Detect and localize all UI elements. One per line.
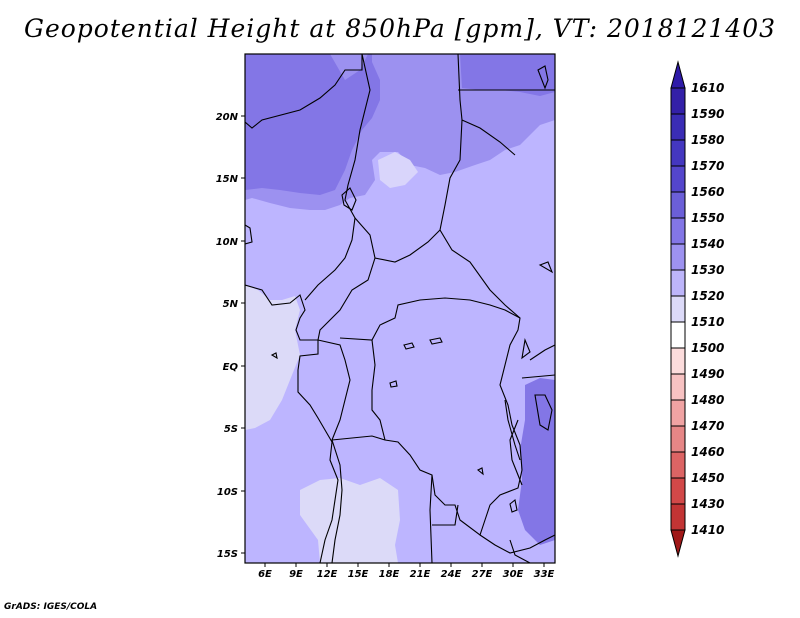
field-1520-sahel bbox=[378, 152, 418, 188]
field-1550-nw bbox=[245, 54, 380, 195]
colorbar-top-arrow bbox=[670, 60, 686, 89]
colorbar-label: 1570 bbox=[691, 159, 724, 173]
colorbar-label: 1540 bbox=[691, 237, 724, 251]
colorbar-label: 1560 bbox=[691, 185, 724, 199]
colorbar-label: 1470 bbox=[691, 419, 724, 433]
colorbar-swatch bbox=[670, 347, 686, 375]
lon-label: 15E bbox=[348, 569, 369, 580]
lat-label: 5N bbox=[223, 299, 239, 310]
colorbar-swatch bbox=[670, 295, 686, 323]
colorbar-swatch bbox=[670, 425, 686, 453]
colorbar-swatch bbox=[670, 217, 686, 245]
colorbar-swatch bbox=[670, 451, 686, 479]
lat-label: 10N bbox=[216, 237, 239, 248]
colorbar-label: 1490 bbox=[691, 367, 724, 381]
map-title: Geopotential Height at 850hPa [gpm], VT:… bbox=[23, 14, 777, 43]
grads-credit: GrADS: IGES/COLA bbox=[4, 602, 98, 612]
lat-label: 20N bbox=[216, 112, 239, 123]
colorbar-label: 1610 bbox=[691, 81, 724, 95]
lon-label: 27E bbox=[472, 569, 493, 580]
field-1550-east bbox=[518, 378, 555, 545]
lon-label: 33E bbox=[534, 569, 555, 580]
colorbar-swatch bbox=[670, 503, 686, 531]
colorbar-swatch bbox=[670, 139, 686, 167]
colorbar-label: 1460 bbox=[691, 445, 724, 459]
lon-label: 18E bbox=[379, 569, 400, 580]
colorbar-label: 1590 bbox=[691, 107, 724, 121]
colorbar-label: 1580 bbox=[691, 133, 724, 147]
colorbar-label: 1550 bbox=[691, 211, 724, 225]
lat-label: 15S bbox=[217, 549, 238, 560]
lat-label: 15N bbox=[216, 174, 239, 185]
boundaries bbox=[245, 54, 555, 563]
colorbar-swatch bbox=[670, 87, 686, 115]
field-1550-ne bbox=[460, 54, 555, 96]
colorbar-label: 1500 bbox=[691, 341, 724, 355]
lon-label: 6E bbox=[258, 569, 272, 580]
lat-label: EQ bbox=[223, 362, 239, 373]
colorbar-label: 1450 bbox=[691, 471, 724, 485]
lat-label: 10S bbox=[217, 487, 238, 498]
colorbar-swatch bbox=[670, 191, 686, 219]
colorbar-swatch bbox=[670, 373, 686, 401]
colorbar-swatch bbox=[670, 321, 686, 349]
field-1520-west bbox=[245, 285, 300, 430]
colorbar-swatch bbox=[670, 477, 686, 505]
colorbar-label: 1520 bbox=[691, 289, 724, 303]
lon-label: 30E bbox=[503, 569, 524, 580]
colorbar-label: 1480 bbox=[691, 393, 724, 407]
colorbar-label: 1410 bbox=[691, 523, 724, 537]
colorbar-swatch bbox=[670, 243, 686, 271]
colorbar: 1610 1590 1580 1570 1560 1550 1540 1530 1520 1510… bbox=[670, 60, 724, 558]
colorbar-swatch bbox=[670, 269, 686, 297]
lat-axis: 20N 15N 10N 5N EQ 5S 10S 15S bbox=[216, 112, 245, 560]
colorbar-swatch bbox=[670, 165, 686, 193]
lon-label: 9E bbox=[289, 569, 303, 580]
lat-label: 5S bbox=[224, 424, 238, 435]
colorbar-label: 1510 bbox=[691, 315, 724, 329]
colorbar-label: 1530 bbox=[691, 263, 724, 277]
colorbar-bottom-arrow bbox=[670, 529, 686, 558]
lon-label: 21E bbox=[410, 569, 431, 580]
colorbar-swatch bbox=[670, 399, 686, 427]
colorbar-swatch bbox=[670, 113, 686, 141]
colorbar-label: 1430 bbox=[691, 497, 724, 511]
lon-axis: 6E 9E 12E 15E 18E 21E 24E 27E 30E 33E bbox=[258, 563, 555, 580]
lon-label: 12E bbox=[317, 569, 338, 580]
height-field bbox=[245, 54, 555, 563]
plot-frame bbox=[244, 53, 556, 564]
lon-label: 24E bbox=[441, 569, 462, 580]
